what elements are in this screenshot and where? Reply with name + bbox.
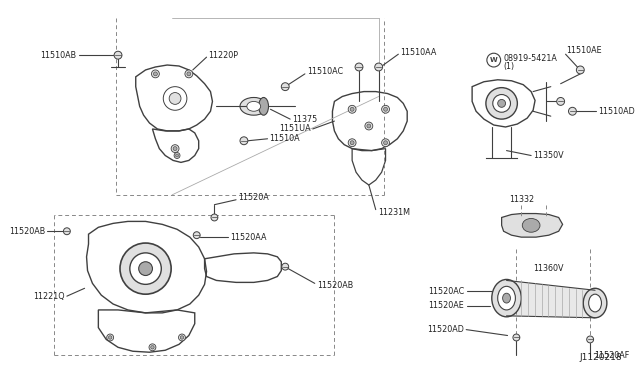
Circle shape [107,334,114,341]
Text: 11520AE: 11520AE [429,301,464,311]
Circle shape [211,214,218,221]
Text: 11220P: 11220P [209,51,239,60]
Text: 11520AF: 11520AF [594,351,629,360]
Text: 11510AD: 11510AD [598,107,635,116]
Circle shape [187,72,191,76]
Circle shape [169,93,181,105]
Ellipse shape [120,243,171,294]
Circle shape [348,105,356,113]
Circle shape [193,232,200,238]
Circle shape [171,145,179,153]
Text: 1151UA: 1151UA [279,125,311,134]
Circle shape [151,346,154,349]
Polygon shape [502,214,563,237]
Text: 11520AB: 11520AB [317,281,353,290]
Circle shape [557,97,564,105]
Ellipse shape [498,286,515,310]
Text: W: W [490,57,498,63]
Circle shape [587,336,593,343]
Circle shape [365,122,372,130]
Text: 11510AB: 11510AB [40,51,77,60]
Ellipse shape [486,88,517,119]
Circle shape [383,107,388,111]
Text: 11520A: 11520A [238,193,269,202]
Circle shape [375,63,383,71]
Text: 11520AA: 11520AA [230,232,267,242]
Ellipse shape [130,253,161,284]
Circle shape [114,51,122,59]
Circle shape [240,137,248,145]
Circle shape [355,63,363,71]
Circle shape [173,147,177,151]
Text: 08919-5421A: 08919-5421A [504,54,557,62]
Circle shape [63,228,70,235]
Ellipse shape [493,94,511,112]
Text: 11510AA: 11510AA [400,48,436,57]
Circle shape [350,141,354,145]
Text: 11520AC: 11520AC [428,287,464,296]
Circle shape [367,124,371,128]
Text: 11350V: 11350V [533,151,564,160]
Ellipse shape [502,293,511,303]
Ellipse shape [247,102,260,111]
Text: 11510AE: 11510AE [566,46,602,55]
Circle shape [152,70,159,78]
Ellipse shape [139,262,152,276]
Circle shape [282,263,289,270]
Circle shape [568,107,577,115]
Circle shape [179,334,186,341]
Circle shape [175,154,179,157]
Circle shape [513,334,520,341]
Text: 11332: 11332 [509,195,534,204]
Text: 11510AC: 11510AC [307,67,343,76]
Text: 11520AD: 11520AD [428,325,464,334]
Circle shape [350,107,354,111]
Circle shape [149,344,156,351]
Text: 11520AB: 11520AB [9,227,45,236]
Circle shape [381,139,390,147]
Circle shape [577,66,584,74]
Text: (1): (1) [504,62,515,71]
Ellipse shape [583,288,607,318]
Circle shape [185,70,193,78]
Ellipse shape [259,97,269,115]
Circle shape [174,153,180,158]
Circle shape [282,83,289,91]
Circle shape [381,105,390,113]
Text: 11221Q: 11221Q [33,292,65,301]
Circle shape [108,336,112,339]
Text: 11375: 11375 [292,115,317,124]
Text: 11360V: 11360V [533,264,564,273]
Circle shape [154,72,157,76]
Ellipse shape [492,279,522,317]
Ellipse shape [498,99,506,107]
Ellipse shape [589,294,602,312]
Polygon shape [506,280,595,318]
Circle shape [180,336,184,339]
Circle shape [487,53,500,67]
Ellipse shape [522,218,540,232]
Circle shape [383,141,388,145]
Text: J1120218: J1120218 [579,353,621,362]
Ellipse shape [240,97,268,115]
Text: 11231M: 11231M [378,208,410,217]
Circle shape [348,139,356,147]
Text: 11510A: 11510A [269,134,300,143]
